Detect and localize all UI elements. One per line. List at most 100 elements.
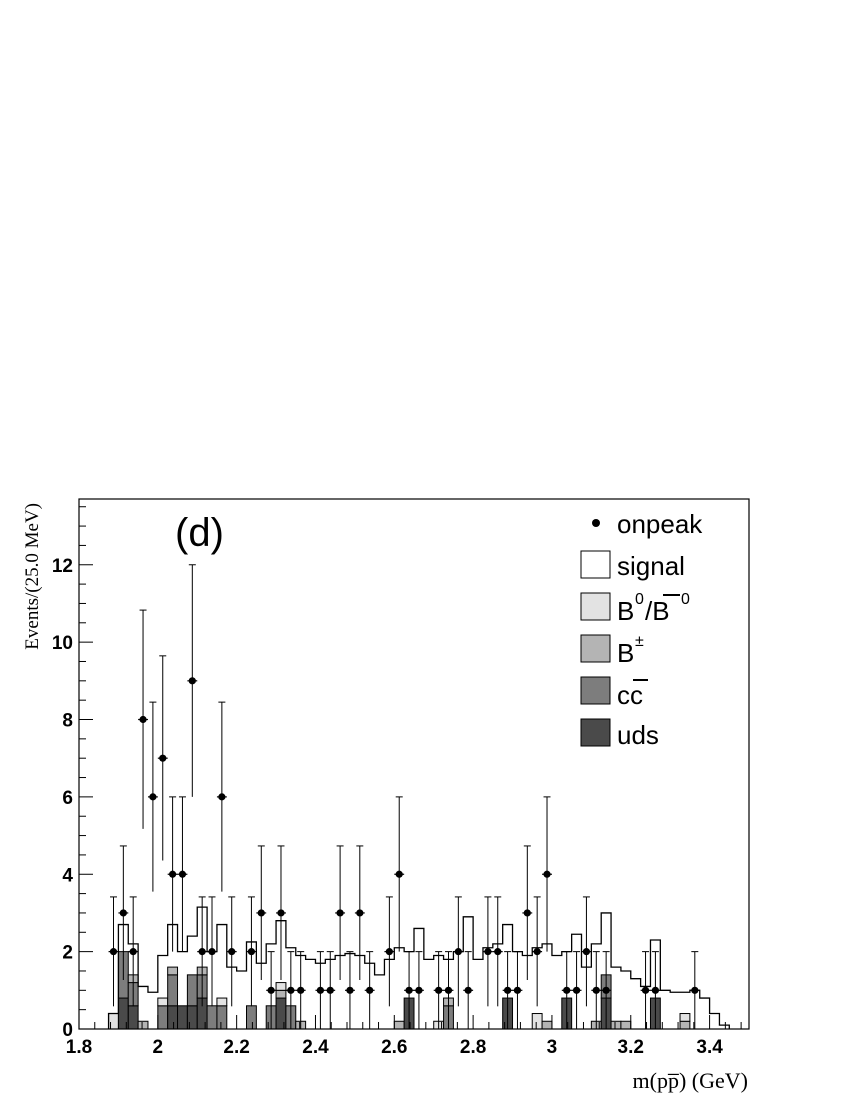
- onpeak-point: [601, 951, 612, 1029]
- legend: onpeak signal B 0 /B 0 B ± cc uds: [580, 509, 703, 750]
- point-marker: [257, 909, 265, 917]
- point-marker: [228, 948, 236, 956]
- x-tick-label: 2.8: [460, 1037, 486, 1058]
- stack-bar: [186, 974, 198, 1007]
- onpeak-point: [335, 845, 346, 980]
- x-tick-label: 3.2: [618, 1037, 644, 1058]
- x-tick-label: 3.4: [696, 1037, 723, 1058]
- point-marker: [346, 986, 354, 994]
- svg-text:B: B: [617, 638, 634, 668]
- x-tick-label: 2.6: [381, 1037, 407, 1058]
- onpeak-point: [532, 896, 543, 1007]
- point-marker: [513, 986, 522, 994]
- stack-bar: [137, 1020, 149, 1030]
- onpeak-point: [394, 796, 405, 952]
- onpeak-point: [453, 896, 464, 1007]
- plot-border: [78, 498, 750, 1030]
- stack-bar: [541, 1020, 553, 1030]
- point-marker: [504, 986, 512, 994]
- point-marker: [119, 909, 127, 917]
- onpeak-point: [542, 796, 552, 952]
- point-marker: [454, 948, 462, 956]
- stack-bar: [157, 997, 169, 1007]
- plot-frame: [78, 498, 750, 1030]
- point-marker: [444, 986, 453, 994]
- onpeak-point: [138, 609, 148, 829]
- onpeak-point: [354, 845, 365, 980]
- onpeak-point: [404, 951, 414, 1029]
- onpeak-point: [571, 951, 582, 1029]
- point-marker: [602, 986, 610, 994]
- x-axis-title: m(pp̅) (GeV): [633, 1068, 748, 1093]
- y-axis-title: Events/(25.0 MeV): [22, 503, 43, 650]
- onpeak-point: [246, 896, 257, 1007]
- stack-bar: [157, 1005, 169, 1030]
- point-marker: [641, 986, 650, 994]
- x-tick-label: 2: [153, 1037, 164, 1058]
- x-tick-label: 3: [547, 1037, 558, 1058]
- svg-text:0: 0: [635, 591, 644, 608]
- onpeak-point: [502, 951, 513, 1029]
- onpeak-point: [581, 896, 592, 1007]
- y-tick-label: 4: [62, 865, 73, 886]
- legend-uds-swatch: [580, 718, 611, 747]
- onpeak-point: [226, 896, 237, 1007]
- point-marker: [336, 909, 344, 917]
- stack-bar: [206, 1005, 218, 1030]
- onpeak-point: [216, 701, 227, 892]
- svg-text:±: ±: [635, 633, 644, 650]
- point-marker: [651, 986, 659, 994]
- stack-bar: [127, 1005, 139, 1030]
- stack-bar: [167, 974, 179, 1007]
- x-tick-label: 2.4: [302, 1037, 329, 1058]
- point-marker: [218, 793, 226, 801]
- legend-signal-swatch: [580, 550, 611, 579]
- point-marker: [316, 986, 324, 994]
- onpeak-point: [591, 951, 602, 1029]
- legend-ccbar-swatch: [580, 676, 611, 705]
- onpeak-point: [689, 951, 700, 1029]
- point-marker: [188, 677, 196, 685]
- point-marker: [543, 870, 551, 878]
- onpeak-point: [197, 896, 208, 1007]
- onpeak-point: [650, 951, 661, 1029]
- point-marker: [563, 986, 571, 994]
- y-tick-label: 8: [62, 711, 73, 732]
- point-marker: [109, 948, 118, 956]
- y-tick-label: 6: [62, 788, 73, 809]
- y-tick-label: 12: [52, 556, 73, 577]
- legend-bpm-label: B ±: [617, 633, 644, 668]
- point-marker: [691, 986, 699, 994]
- onpeak-point: [522, 845, 533, 980]
- stack-bar: [679, 1013, 691, 1022]
- point-marker: [277, 909, 285, 917]
- stack-bar: [177, 1005, 188, 1030]
- stack-bar: [216, 997, 228, 1007]
- stack-bar: [610, 1020, 622, 1030]
- point-marker: [267, 986, 275, 994]
- onpeak-point: [443, 951, 454, 1029]
- axis-ticks: 1.8 2 2.2 2.4 2.6 2.8 3 3.2 3.4 0 2 4 6 8 10 12: [52, 506, 742, 1058]
- legend-uds-label: uds: [617, 720, 659, 750]
- point-marker: [415, 986, 423, 994]
- onpeak-point: [325, 951, 336, 1029]
- onpeak-point: [414, 951, 424, 1029]
- legend-ccbar-label: cc: [617, 679, 648, 710]
- onpeak-point: [276, 845, 286, 980]
- onpeak-point: [128, 896, 139, 1007]
- point-marker: [178, 870, 187, 878]
- point-marker: [159, 754, 167, 762]
- point-marker: [129, 948, 137, 956]
- onpeak-point: [256, 845, 267, 980]
- legend-onpeak-marker: [592, 519, 600, 527]
- point-marker: [494, 948, 502, 956]
- onpeak-point: [108, 896, 119, 1007]
- onpeak-points: [108, 564, 700, 1029]
- onpeak-point: [345, 951, 355, 1029]
- stack-bar: [275, 982, 287, 991]
- point-marker: [395, 870, 403, 878]
- onpeak-point: [640, 951, 651, 1029]
- onpeak-point: [295, 951, 306, 1029]
- onpeak-point: [492, 896, 503, 1007]
- panel-label: (d): [175, 511, 224, 555]
